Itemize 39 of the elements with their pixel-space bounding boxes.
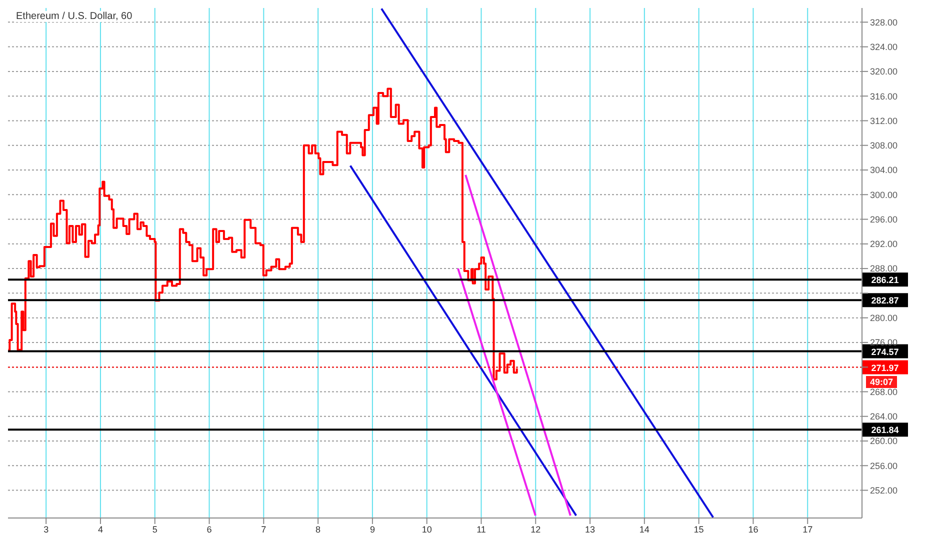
y-tick-label: 264.00 <box>870 412 898 422</box>
y-tick-label: 316.00 <box>870 91 898 102</box>
y-tick-label: 304.00 <box>870 165 898 176</box>
x-tick-label: 12 <box>530 524 541 534</box>
x-tick-label: 7 <box>261 524 266 534</box>
x-tick-label: 11 <box>476 524 486 534</box>
y-tick-label: 312.00 <box>870 116 898 126</box>
y-tick-label: 300.00 <box>870 190 898 200</box>
y-tick-label: 256.00 <box>870 460 898 471</box>
y-tick-label: 260.00 <box>870 436 898 446</box>
ref-line-label: 286.21 <box>871 275 899 286</box>
x-tick-label: 6 <box>206 524 212 534</box>
x-tick-label: 4 <box>98 524 103 534</box>
y-tick-label: 268.00 <box>870 386 898 397</box>
x-tick-label: 3 <box>44 524 49 534</box>
y-tick-label: 320.00 <box>870 66 898 77</box>
x-tick-label: 15 <box>694 524 704 534</box>
y-tick-label: 308.00 <box>870 140 898 151</box>
x-tick-label: 14 <box>639 524 650 534</box>
y-tick-label: 292.00 <box>870 239 898 250</box>
x-tick-label: 10 <box>422 524 432 534</box>
ref-line-label: 274.57 <box>871 346 899 357</box>
y-tick-label: 280.00 <box>870 313 898 324</box>
x-tick-label: 9 <box>370 524 375 534</box>
x-tick-label: 5 <box>152 524 158 534</box>
ref-line-label: 271.97 <box>871 362 899 373</box>
text: 49:07 <box>866 376 898 388</box>
y-tick-label: 328.00 <box>870 17 898 28</box>
y-tick-label: 252.00 <box>870 485 898 496</box>
y-tick-label: 288.00 <box>870 264 898 274</box>
x-tick-label: 13 <box>585 524 596 534</box>
y-tick-label: 324.00 <box>870 42 898 52</box>
x-tick-label: 16 <box>748 524 758 534</box>
ref-line-label: 282.87 <box>871 296 899 306</box>
y-tick-label: 296.00 <box>870 214 898 224</box>
x-tick-label: 17 <box>802 524 813 534</box>
chart-title: Ethereum / U.S. Dollar, 60 <box>14 11 134 22</box>
x-tick-label: 8 <box>316 524 321 534</box>
ref-line-label: 261.84 <box>871 425 899 436</box>
